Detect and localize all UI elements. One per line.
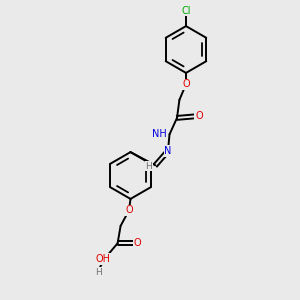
Text: H: H [146, 162, 152, 171]
Text: H: H [95, 268, 102, 277]
Text: O: O [125, 205, 133, 215]
Text: N: N [164, 146, 172, 156]
Text: NH: NH [152, 129, 167, 140]
Text: OH: OH [95, 254, 110, 264]
Text: O: O [182, 79, 190, 89]
Text: O: O [195, 111, 203, 122]
Text: O: O [134, 238, 141, 248]
Text: Cl: Cl [181, 5, 191, 16]
